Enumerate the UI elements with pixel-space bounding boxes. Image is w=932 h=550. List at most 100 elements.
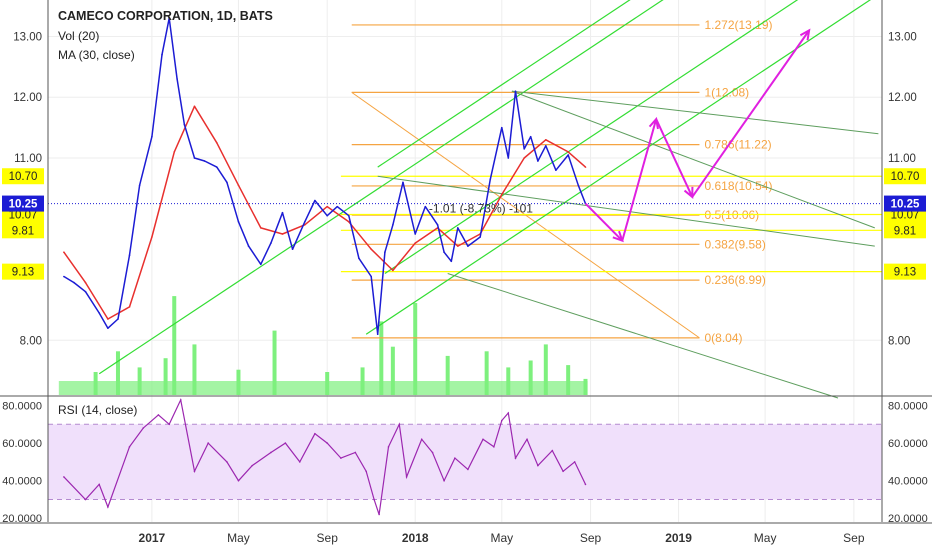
ma-line-point [216, 142, 218, 144]
price-line-point [73, 281, 75, 284]
price-line-point [443, 251, 445, 253]
volume-bar [115, 351, 120, 395]
pitchfork-dark-line [511, 90, 879, 135]
fib-level-label: 0.786(11.22) [704, 138, 771, 152]
price-line-point [336, 205, 339, 208]
price-label-right: 9.13 [894, 267, 916, 279]
ma-line-point [193, 105, 196, 108]
price-line-point [291, 248, 294, 250]
price-line-point [281, 211, 284, 214]
volume-bar [379, 321, 384, 395]
rsi-point [467, 468, 469, 471]
price-label-left: 9.13 [12, 267, 34, 279]
rsi-point [584, 483, 587, 486]
measure-label: -1.01 (-8.73%) -101 [429, 202, 533, 216]
price-line-point [314, 199, 316, 202]
x-tick-label: Sep [317, 531, 339, 545]
price-line-point [193, 157, 196, 159]
price-line-point [203, 160, 206, 162]
x-tick-label: Sep [580, 531, 602, 545]
rsi-point [454, 457, 456, 459]
volume-bar [528, 360, 533, 395]
price-line-point [456, 227, 459, 229]
price-line-point [577, 184, 580, 187]
rsi-point [405, 476, 408, 478]
rsi-point [326, 442, 329, 444]
price-series [63, 17, 587, 516]
rsi-point [298, 461, 301, 463]
ma-line-point [260, 227, 262, 229]
price-label-box-right [884, 222, 926, 239]
price-line-point [424, 205, 427, 208]
ma-line-point [281, 233, 284, 235]
y-tick-label-right: 11.00 [888, 153, 916, 165]
price-line-point [161, 53, 163, 56]
x-tick-label: May [227, 531, 250, 545]
chart-title: CAMECO CORPORATION, 1D, BATS [58, 9, 273, 23]
pitchfork-line [384, 0, 799, 274]
rsi-point [526, 438, 528, 441]
rsi-point [443, 479, 445, 482]
current-price-label-right: 10.25 [891, 199, 920, 211]
fib-trend-line [351, 91, 700, 339]
ma-line-point [84, 281, 87, 284]
rsi-legend: RSI (14, close) [58, 403, 138, 417]
price-line-point [545, 145, 547, 147]
current-price-box-left [2, 195, 44, 212]
rsi-point [493, 446, 495, 448]
y-tick-label-right: 12.00 [888, 92, 917, 104]
rsi-tick-label-left: 40.0000 [2, 476, 42, 488]
price-line-point [567, 154, 569, 156]
price-line-point [348, 214, 350, 217]
ma-legend: MA (30, close) [58, 48, 135, 62]
fib-level-label: 0.236(8.99) [704, 273, 765, 287]
volume-bars [58, 296, 588, 395]
volume-bar [445, 355, 450, 395]
price-line-point [479, 236, 481, 238]
current-price-label-left: 10.25 [9, 199, 38, 211]
ma-line-point [392, 269, 394, 272]
rsi-point [340, 457, 342, 459]
price-line-point [138, 184, 141, 187]
price-line [63, 17, 587, 335]
volume-bar [543, 344, 548, 395]
rsi-point [514, 457, 517, 459]
price-label-box-right [884, 168, 926, 185]
volume-baseline [58, 381, 588, 395]
rsi-tick-label-right: 40.0000 [888, 476, 928, 488]
rsi-point [551, 449, 554, 452]
projection-arrow [655, 118, 694, 198]
ma-line-point [567, 151, 569, 153]
price-line-point [176, 78, 178, 80]
pitchfork-line-upper [377, 0, 631, 168]
ma-line-point [456, 245, 459, 247]
fib-level-label: 1.272(13.19) [704, 18, 772, 32]
volume-legend: Vol (20) [58, 29, 100, 43]
volume-bar [390, 346, 395, 395]
ma-line-point [173, 151, 176, 153]
projection-arrow [691, 29, 810, 198]
price-line-point [216, 166, 218, 168]
rsi-tick-label-left: 60.0000 [2, 438, 42, 450]
price-line-point [376, 333, 379, 336]
price-label-box-right [884, 263, 926, 280]
volume-bar [163, 358, 168, 395]
pitchfork-dark-line [447, 272, 839, 399]
rsi-point [270, 451, 272, 454]
rsi-tick-label-right: 80.0000 [888, 401, 928, 413]
rsi-point [431, 451, 434, 454]
pitchfork-dark-line [511, 90, 875, 229]
volume-bar [272, 330, 277, 395]
y-tick-label-right: 13.00 [888, 31, 917, 43]
rsi-point [179, 399, 182, 401]
price-line-point [226, 181, 228, 184]
price-line-point [247, 245, 250, 247]
ma-line-point [500, 193, 503, 196]
price-line-point [507, 157, 510, 159]
rsi-point [482, 438, 484, 441]
rsi-point [142, 427, 145, 429]
fib-level-label: 0.5(10.06) [704, 208, 759, 222]
price-line-point [489, 178, 492, 181]
